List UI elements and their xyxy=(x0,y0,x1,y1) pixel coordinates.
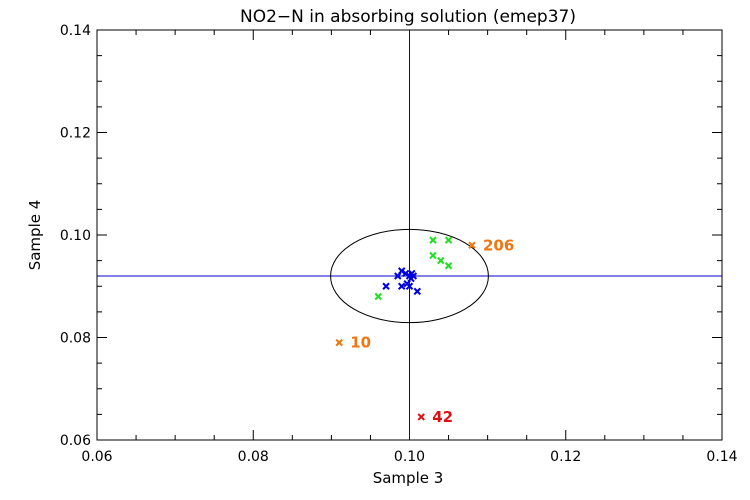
x-tick-label: 0.14 xyxy=(706,449,737,465)
point-annotations: 206 10 42 xyxy=(350,236,514,426)
data-point-green xyxy=(444,236,453,244)
tolerance-ellipse xyxy=(330,228,489,324)
y-tick-label: 0.12 xyxy=(60,126,91,142)
x-tick-label: 0.10 xyxy=(394,449,425,465)
point-stroke xyxy=(401,269,410,278)
data-point-blue xyxy=(413,287,422,296)
point-stroke xyxy=(335,338,343,347)
data-point-green xyxy=(437,256,445,265)
x-tick-label: 0.06 xyxy=(81,449,112,465)
point-annotation: 206 xyxy=(483,236,514,254)
data-point-blue xyxy=(405,282,414,290)
point-stroke xyxy=(417,413,425,421)
data-point-orange xyxy=(468,241,476,249)
point-stroke xyxy=(444,262,453,270)
x-tick-label: 0.08 xyxy=(238,449,269,465)
y-axis-label: Sample 4 xyxy=(26,200,44,271)
y-tick-label: 0.14 xyxy=(60,23,91,39)
data-points xyxy=(335,236,476,421)
data-point-red xyxy=(417,413,425,421)
reference-lines xyxy=(97,30,722,440)
point-stroke xyxy=(429,236,437,244)
y-tick-label: 0.10 xyxy=(60,228,91,244)
x-axis-label: Sample 3 xyxy=(373,469,444,487)
data-point-green xyxy=(374,292,382,301)
point-annotation: 10 xyxy=(350,334,371,352)
point-stroke xyxy=(413,287,422,296)
data-point-green xyxy=(444,262,453,270)
data-point-orange xyxy=(335,338,343,347)
y-tick-label: 0.06 xyxy=(60,433,91,449)
data-point-blue xyxy=(397,282,406,290)
point-stroke xyxy=(397,282,406,290)
chart-title: NO2−N in absorbing solution (emep37) xyxy=(240,7,576,27)
point-stroke xyxy=(429,251,437,260)
axis-ticks xyxy=(96,29,723,441)
point-annotation: 42 xyxy=(432,408,453,426)
point-stroke xyxy=(405,282,414,290)
point-stroke xyxy=(397,267,406,275)
x-tick-label: 0.12 xyxy=(550,449,581,465)
point-stroke xyxy=(408,269,416,278)
data-point-blue xyxy=(382,282,390,290)
tolerance-ellipse-group xyxy=(330,228,489,324)
y-tick-label: 0.08 xyxy=(60,331,91,347)
data-point-blue xyxy=(408,269,416,278)
data-point-green xyxy=(429,251,437,260)
point-stroke xyxy=(437,256,445,265)
data-point-green xyxy=(429,236,437,244)
point-stroke xyxy=(382,282,390,290)
tick-labels: 0.06 0.08 0.10 0.12 0.14 0.06 0.08 0.10 0.12 0.14 xyxy=(60,23,738,465)
point-stroke xyxy=(468,241,476,249)
point-stroke xyxy=(374,292,382,301)
point-stroke xyxy=(444,236,453,244)
